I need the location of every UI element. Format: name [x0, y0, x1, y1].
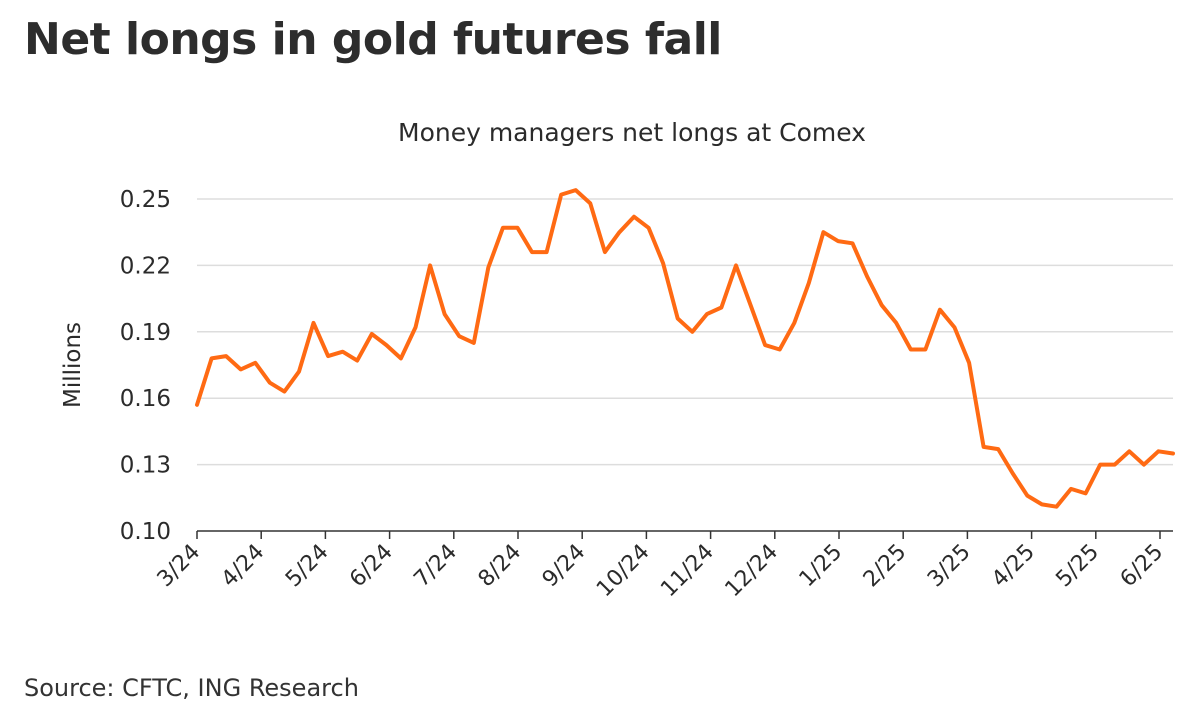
x-tick-label: 10/24 [592, 540, 655, 603]
x-tick-label: 2/25 [859, 540, 912, 593]
x-tick-label: 9/24 [538, 540, 591, 593]
x-tick-label: 11/24 [656, 540, 719, 603]
y-axis-label: Millions [60, 322, 86, 408]
gridlines [197, 198, 1173, 466]
y-tick-label: 0.25 [120, 187, 171, 213]
x-tick-label: 1/25 [795, 540, 848, 593]
series-layer [195, 188, 1175, 509]
y-tick-labels: 0.25 0.22 0.19 0.16 0.13 0.10 [120, 187, 171, 545]
x-tick-label: 8/24 [474, 540, 527, 593]
y-tick-label: 0.16 [120, 386, 171, 412]
x-tick-label: 4/25 [987, 540, 1040, 593]
x-tick-label: 12/24 [721, 540, 784, 603]
x-tick-label: 6/24 [345, 540, 398, 593]
x-axis: 3/24 4/24 5/24 6/24 7/24 8/24 9/24 10/24 11/24 12… [153, 530, 1173, 603]
x-tick-label: 6/25 [1116, 540, 1169, 593]
x-tick-label: 4/24 [217, 540, 270, 593]
x-tick-label: 5/24 [281, 540, 334, 593]
page-headline: Net longs in gold futures fall [24, 14, 722, 65]
x-tick-label: 5/25 [1051, 540, 1104, 593]
source-note: Source: CFTC, ING Research [24, 674, 359, 702]
y-tick-label: 0.19 [120, 320, 171, 346]
x-tick-label: 3/24 [153, 540, 206, 593]
x-tick-label: 7/24 [409, 540, 462, 593]
y-tick-label: 0.13 [120, 453, 171, 479]
y-tick-label: 0.22 [120, 253, 171, 279]
chart-title: Money managers net longs at Comex [398, 118, 866, 147]
y-tick-label: 0.10 [120, 519, 171, 545]
series-line [195, 188, 1175, 509]
x-tick-label: 3/25 [923, 540, 976, 593]
